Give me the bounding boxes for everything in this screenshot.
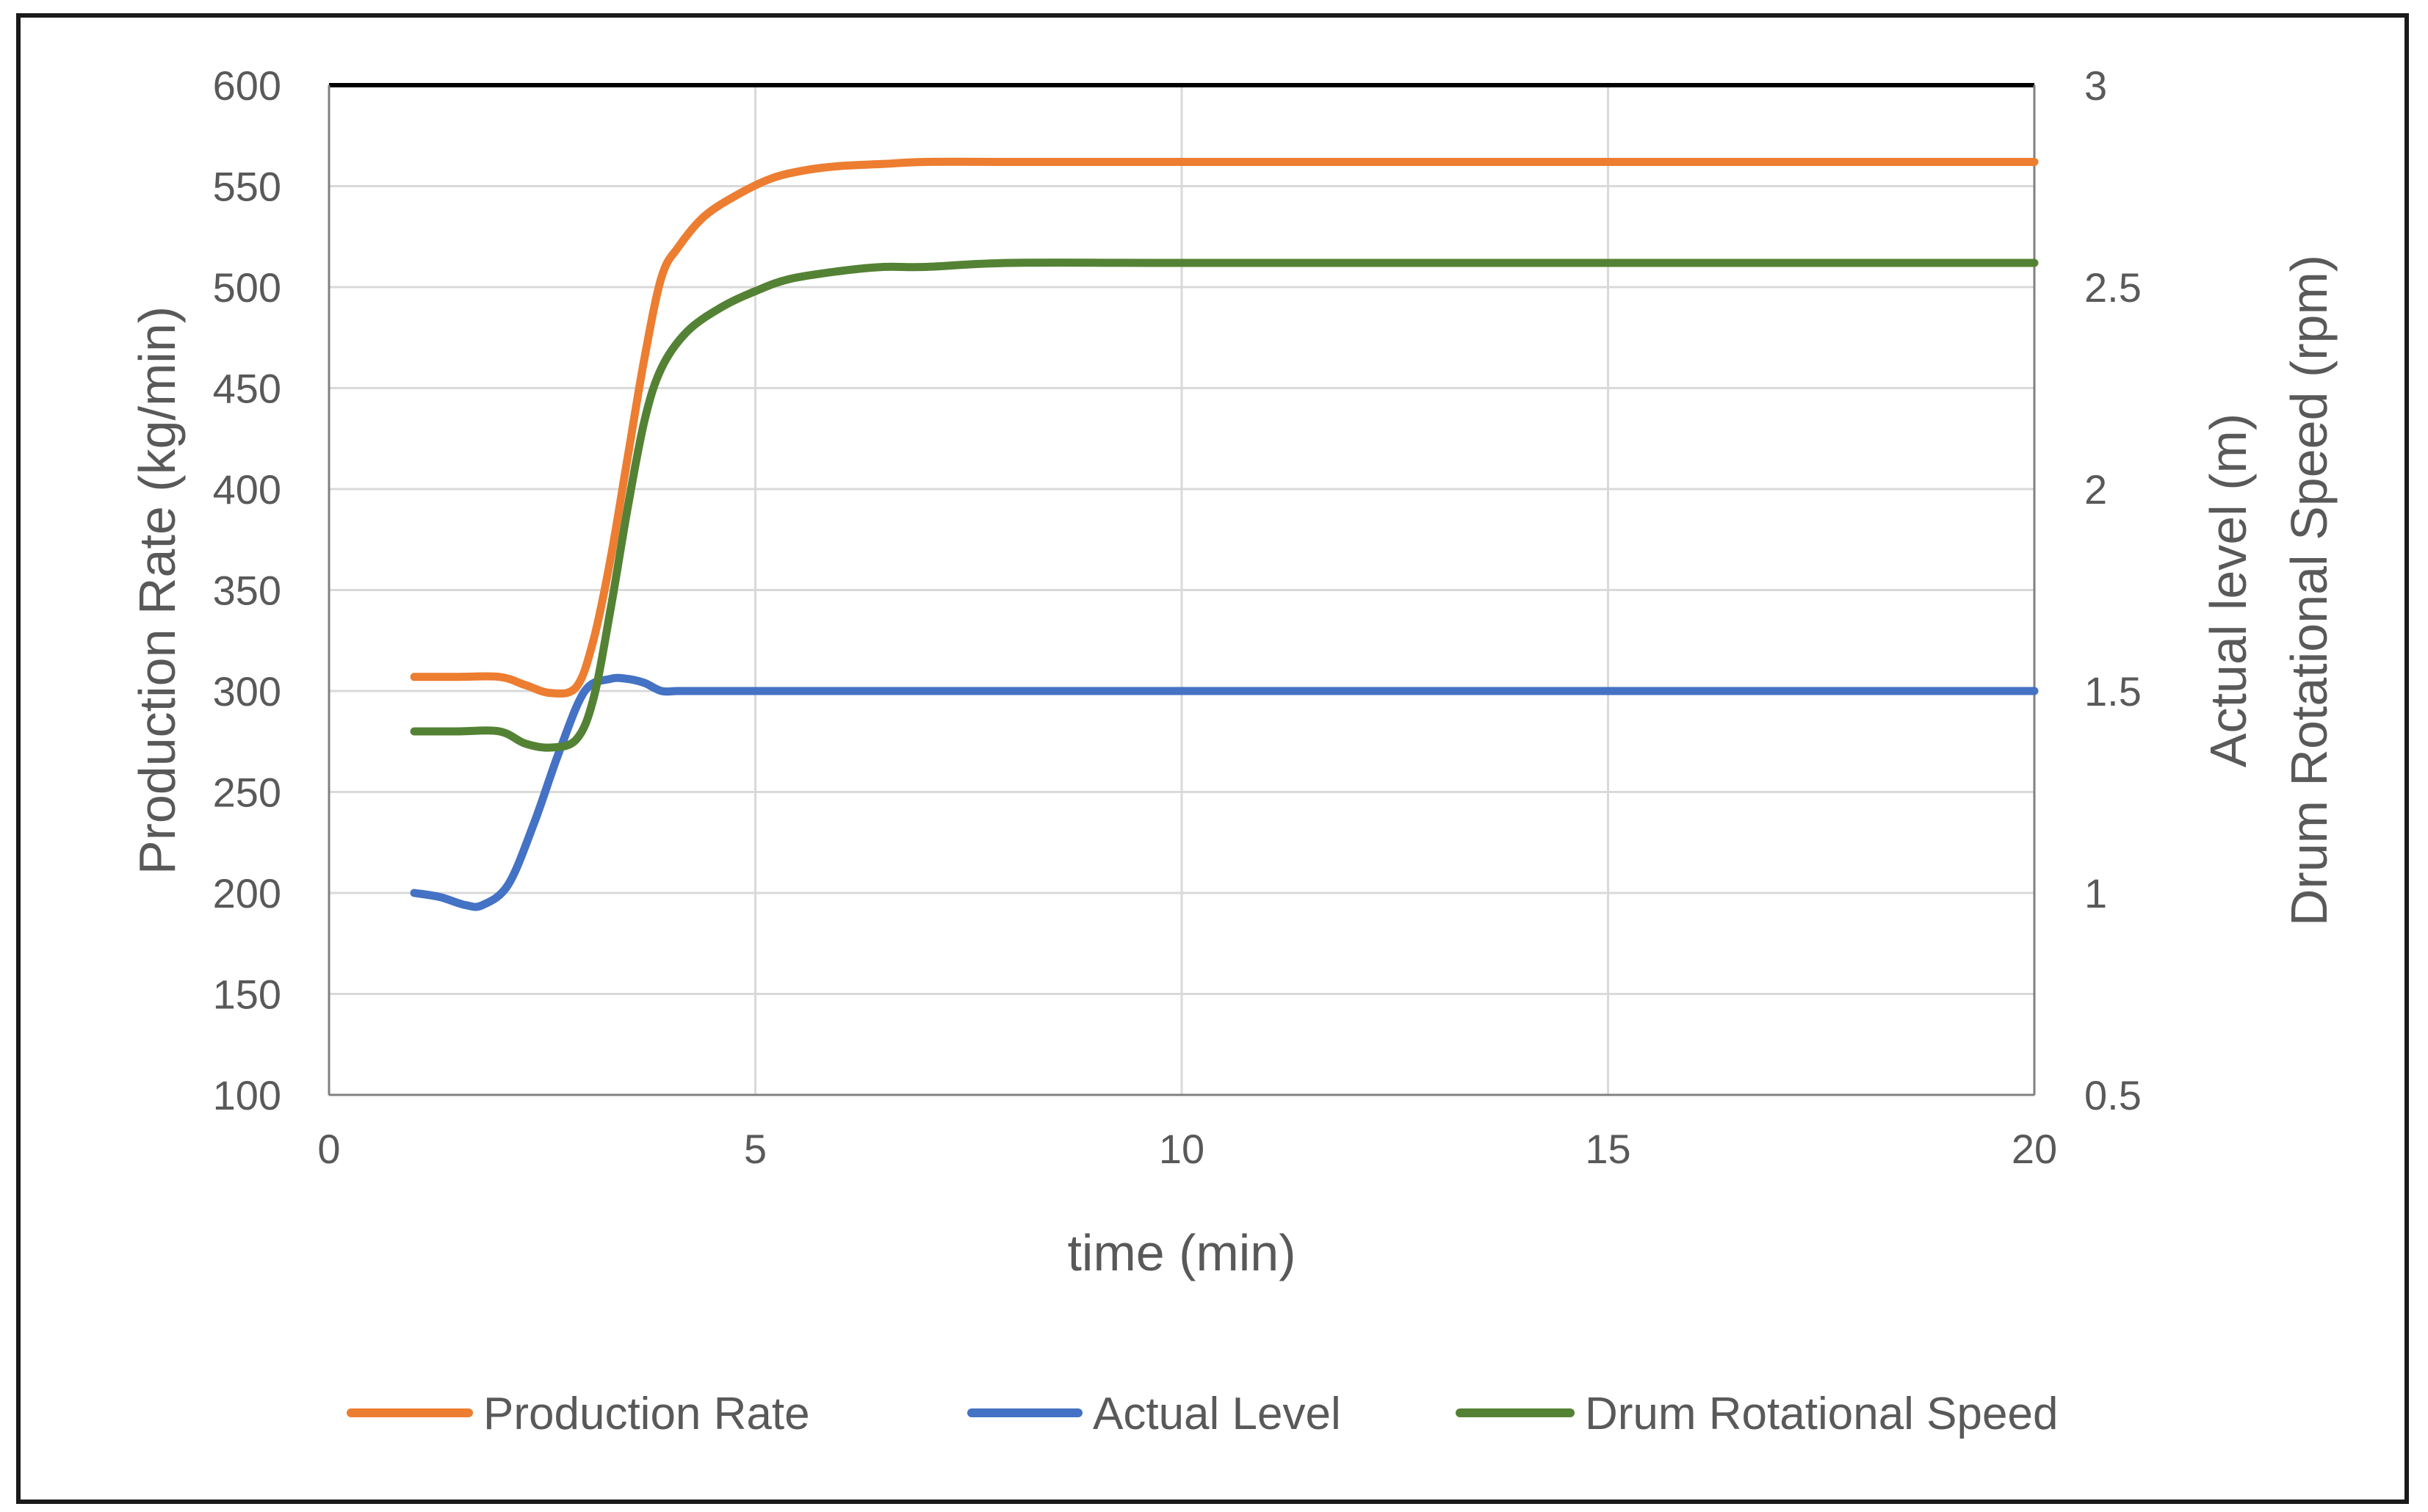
y-right-tick-label: 1 — [2084, 870, 2107, 916]
series-line-actual-level — [410, 673, 2039, 911]
chart: 100 150 200 250 300 350 400 450 500 550 600 0 5 10 15 2… — [129, 62, 2338, 1439]
x-tick-label: 20 — [2012, 1126, 2057, 1172]
x-axis-title: time (min) — [1067, 1224, 1296, 1281]
y-axis-right-title-speed: Drum Rotational Speed (rpm) — [2280, 255, 2338, 926]
series-line-drum-rotational-speed — [410, 258, 2039, 752]
legend-label-production-rate: Production Rate — [483, 1389, 810, 1439]
y-left-tick-label: 600 — [213, 62, 281, 109]
x-tick-label: 0 — [317, 1126, 340, 1172]
y-left-tick-label: 500 — [213, 264, 281, 311]
y-left-tick-label: 350 — [213, 568, 281, 614]
grid — [329, 85, 2034, 1095]
y-axis-right-title-level: Actual level (m) — [2200, 413, 2257, 767]
y-right-tick-label: 0.5 — [2084, 1072, 2142, 1118]
chart-frame: 100 150 200 250 300 350 400 450 500 550 600 0 5 10 15 2… — [16, 13, 2409, 1504]
y-left-tick-label: 300 — [213, 668, 281, 715]
y-right-tick-label: 2.5 — [2084, 264, 2142, 311]
y-left-tick-label: 400 — [213, 466, 281, 513]
y-right-tick-label: 1.5 — [2084, 668, 2142, 715]
x-tick-label: 10 — [1159, 1126, 1204, 1172]
y-left-tick-label: 250 — [213, 770, 281, 816]
y-left-tick-label: 200 — [213, 870, 281, 916]
y-right-tick-label: 3 — [2084, 62, 2107, 109]
series-line-production-rate — [410, 157, 2039, 698]
y-left-tick-label: 550 — [213, 164, 281, 210]
tick-labels: 100 150 200 250 300 350 400 450 500 550 600 0 5 10 15 2… — [213, 62, 2142, 1172]
series — [410, 157, 2039, 911]
y-left-tick-label: 450 — [213, 366, 281, 412]
y-right-tick-label: 2 — [2084, 466, 2107, 513]
y-left-tick-label: 100 — [213, 1072, 281, 1118]
legend-label-drum-rotational-speed: Drum Rotational Speed — [1585, 1389, 2058, 1439]
x-tick-label: 15 — [1585, 1126, 1630, 1172]
y-axis-left-title: Production Rate (kg/min) — [129, 306, 186, 875]
y-left-tick-label: 150 — [213, 972, 281, 1018]
legend: Production Rate Actual Level Drum Rotati… — [347, 1389, 2058, 1439]
x-tick-label: 5 — [744, 1126, 767, 1172]
legend-label-actual-level: Actual Level — [1093, 1389, 1341, 1439]
